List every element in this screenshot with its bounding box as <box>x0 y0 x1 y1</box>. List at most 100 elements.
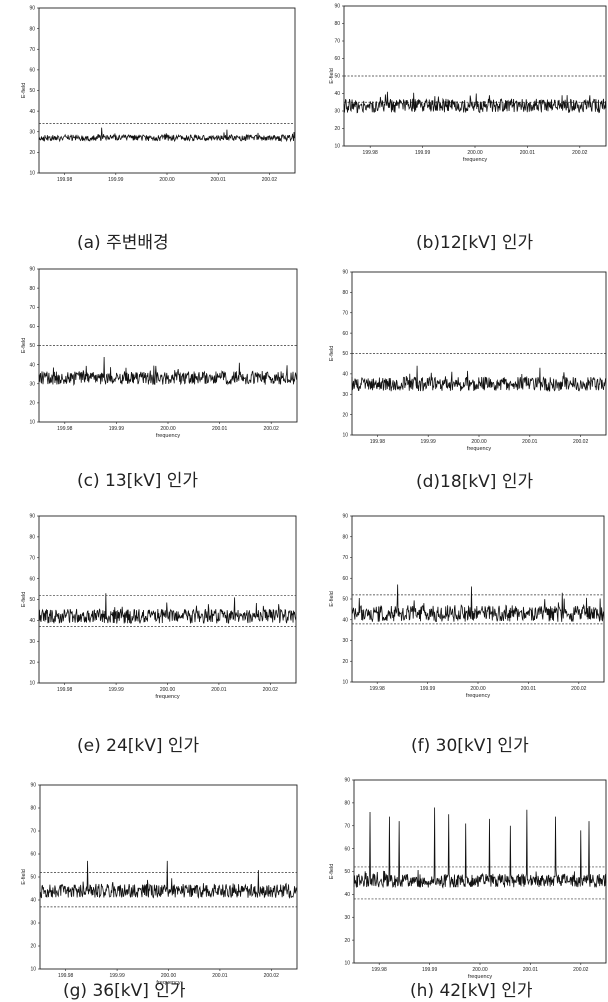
chart-panel-g: 10 20 30 40 50 60 70 80 90 199.98 199.99 200.00 200.… <box>20 776 298 986</box>
y-tick-label: 10 <box>30 967 36 973</box>
x-tick-label: 199.98 <box>58 973 74 979</box>
y-tick-label: 70 <box>29 555 35 561</box>
y-tick-label: 50 <box>342 351 348 357</box>
x-tick-label: 200.01 <box>211 687 227 693</box>
chart-panel-d: 10 20 30 40 50 60 70 80 90 199.98 199.99 200.00 200.… <box>328 262 608 462</box>
chart-svg-h: 10 20 30 40 50 60 70 80 90 199.98 199.99 200.00 200.… <box>329 778 607 980</box>
chart-svg-e: 10 20 30 40 50 60 70 80 90 199.98 199.99 200.00 200.… <box>21 514 297 700</box>
y-tick-label: 30 <box>342 392 348 398</box>
y-tick-label: 30 <box>29 639 35 645</box>
y-tick-label: 70 <box>344 823 350 829</box>
y-tick-label: 40 <box>342 617 348 623</box>
chart-svg-g: 10 20 30 40 50 60 70 80 90 199.98 199.99 200.00 200.… <box>21 783 298 986</box>
x-tick-label: 200.00 <box>470 686 486 692</box>
e-field-trace <box>39 860 298 899</box>
y-tick-label: 20 <box>30 944 36 950</box>
y-tick-label: 60 <box>342 576 348 582</box>
y-tick-label: 80 <box>30 806 36 812</box>
x-tick-label: 200.02 <box>264 426 280 432</box>
x-tick-label: 200.02 <box>262 177 278 183</box>
x-axis-label: frequency <box>467 446 491 452</box>
chart-caption-e: (e) 24[kV] 인가 <box>77 736 200 756</box>
e-field-trace <box>38 593 297 624</box>
x-tick-label: 200.02 <box>571 686 587 692</box>
y-axis-label: E-field <box>21 592 27 608</box>
y-axis-label: E-field <box>21 83 27 99</box>
chart-caption-a: (a) 주변배경 <box>77 233 169 253</box>
y-tick-label: 10 <box>29 420 35 426</box>
y-tick-label: 90 <box>334 4 340 10</box>
chart-svg-d: 10 20 30 40 50 60 70 80 90 199.98 199.99 200.00 200.… <box>329 270 607 452</box>
y-tick-label: 90 <box>29 514 35 520</box>
x-tick-label: 200.02 <box>573 967 589 973</box>
y-tick-label: 60 <box>344 846 350 852</box>
y-tick-label: 90 <box>29 6 35 12</box>
y-tick-label: 90 <box>342 270 348 276</box>
x-tick-label: 200.02 <box>572 150 588 156</box>
y-tick-label: 40 <box>344 892 350 898</box>
y-axis-label: E-field <box>21 338 27 354</box>
y-tick-label: 60 <box>30 852 36 858</box>
x-tick-label: 200.00 <box>160 426 176 432</box>
x-tick-label: 199.98 <box>363 150 379 156</box>
x-tick-label: 200.01 <box>521 686 537 692</box>
x-axis-label: frequency <box>156 980 180 986</box>
plot-frame <box>38 515 297 684</box>
y-tick-label: 40 <box>29 618 35 624</box>
y-tick-label: 20 <box>29 150 35 156</box>
chart-panel-h: 10 20 30 40 50 60 70 80 90 199.98 199.99 200.00 200.… <box>328 772 608 980</box>
y-axis-label: E-field <box>21 869 27 885</box>
e-field-trace <box>351 365 607 392</box>
y-tick-label: 30 <box>29 129 35 135</box>
x-tick-label: 199.98 <box>57 426 73 432</box>
x-tick-label: 200.00 <box>159 177 175 183</box>
e-field-trace <box>343 91 607 114</box>
y-tick-label: 50 <box>29 88 35 94</box>
y-tick-label: 70 <box>29 305 35 311</box>
x-tick-label: 200.01 <box>520 150 536 156</box>
x-tick-label: 199.99 <box>109 426 125 432</box>
y-tick-label: 20 <box>342 659 348 665</box>
y-tick-label: 40 <box>29 362 35 368</box>
y-tick-label: 40 <box>30 898 36 904</box>
y-tick-label: 30 <box>344 915 350 921</box>
y-tick-label: 20 <box>344 938 350 944</box>
x-tick-label: 200.01 <box>212 973 228 979</box>
y-tick-label: 30 <box>29 381 35 387</box>
y-tick-label: 60 <box>29 324 35 330</box>
plot-frame <box>353 779 607 964</box>
e-field-trace <box>351 584 605 622</box>
y-tick-label: 70 <box>342 555 348 561</box>
x-axis-label: frequency <box>155 694 179 700</box>
y-tick-label: 90 <box>30 783 36 789</box>
x-tick-label: 200.02 <box>263 687 279 693</box>
chart-svg-c: 10 20 30 40 50 60 70 80 90 199.98 199.99 200.00 200.… <box>21 267 298 439</box>
x-axis-label: frequency <box>463 157 487 163</box>
chart-caption-c: (c) 13[kV] 인가 <box>77 471 199 491</box>
y-tick-label: 20 <box>29 660 35 666</box>
x-axis-label: frequency <box>466 693 490 699</box>
x-tick-label: 200.01 <box>523 967 539 973</box>
chart-panel-a: 10 20 30 40 50 60 70 80 90 199.98 199.99 200.00 200.… <box>20 0 296 200</box>
chart-svg-b: 10 20 30 40 50 60 70 80 90 199.98 199.99 200.00 200.… <box>329 4 607 163</box>
y-tick-label: 60 <box>334 56 340 62</box>
e-field-trace <box>38 127 296 143</box>
x-tick-label: 200.02 <box>573 439 589 445</box>
chart-caption-h: (h) 42[kV] 인가 <box>410 981 533 1001</box>
y-tick-label: 10 <box>29 681 35 687</box>
y-tick-label: 80 <box>344 801 350 807</box>
y-axis-label: E-field <box>329 864 335 880</box>
y-axis-label: E-field <box>329 346 335 362</box>
y-tick-label: 80 <box>29 26 35 32</box>
y-tick-label: 30 <box>30 921 36 927</box>
y-tick-label: 50 <box>29 343 35 349</box>
x-tick-label: 199.98 <box>372 967 388 973</box>
y-axis-label: E-field <box>329 591 335 607</box>
x-tick-label: 199.99 <box>421 439 437 445</box>
x-tick-label: 199.99 <box>108 177 124 183</box>
y-tick-label: 50 <box>29 597 35 603</box>
chart-caption-b: (b)12[kV] 인가 <box>416 233 534 253</box>
x-tick-label: 200.00 <box>471 439 487 445</box>
x-tick-label: 200.01 <box>212 426 228 432</box>
x-tick-label: 200.02 <box>264 973 280 979</box>
